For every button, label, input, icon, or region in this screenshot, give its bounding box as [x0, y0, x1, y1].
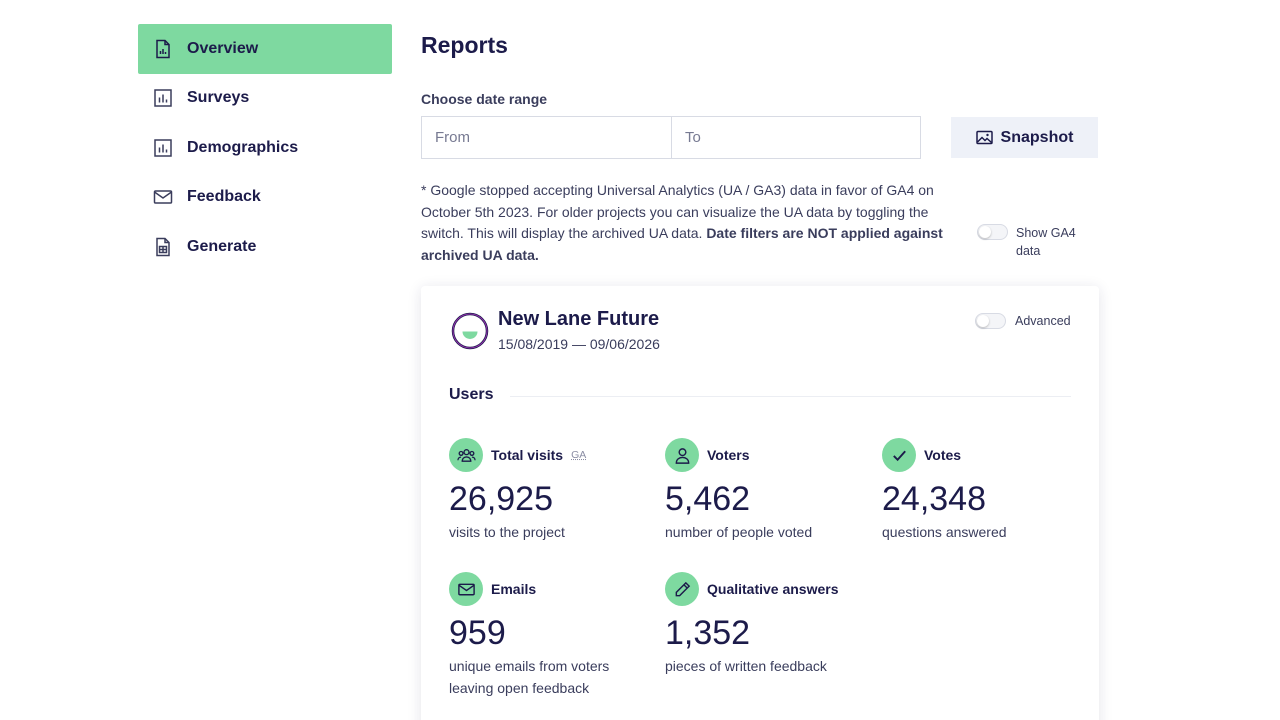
- check-icon: [882, 438, 916, 472]
- sidebar-item-overview[interactable]: Overview: [138, 24, 392, 74]
- advanced-toggle-group: Advanced: [975, 313, 1071, 329]
- show-ga4-label: Show GA4 data: [1016, 224, 1086, 260]
- sidebar-item-label: Feedback: [187, 188, 261, 206]
- date-to-input[interactable]: [671, 117, 920, 158]
- show-ga4-toggle[interactable]: [977, 224, 1008, 240]
- spreadsheet-icon: [152, 236, 174, 258]
- stat-caption: questions answered: [882, 522, 1082, 544]
- stat-value: 5,462: [665, 479, 865, 519]
- sidebar-item-label: Generate: [187, 238, 256, 256]
- mail-icon: [152, 186, 174, 208]
- ga4-toggle-group: Show GA4 data: [977, 224, 1086, 260]
- pencil-icon: [665, 572, 699, 606]
- stat-title: Qualitative answers: [707, 581, 839, 597]
- sidebar-item-surveys[interactable]: Surveys: [138, 74, 392, 124]
- stat-title: Votes: [924, 447, 961, 463]
- stat-caption: unique emails from voters leaving open f…: [449, 656, 629, 699]
- stat-value: 24,348: [882, 479, 1082, 519]
- section-divider: [510, 396, 1071, 397]
- project-card: New Lane Future 15/08/2019 — 09/06/2026 …: [421, 286, 1099, 720]
- ga-badge: GA: [571, 449, 586, 461]
- advanced-label: Advanced: [1015, 314, 1071, 328]
- users-icon: [449, 438, 483, 472]
- project-logo-icon: [451, 312, 489, 350]
- stat-caption: number of people voted: [665, 522, 865, 544]
- stat-caption: pieces of written feedback: [665, 656, 865, 678]
- bar-chart-icon: [152, 87, 174, 109]
- sidebar-item-label: Overview: [187, 40, 258, 58]
- bar-chart-icon: [152, 137, 174, 159]
- report-icon: [152, 38, 174, 60]
- mail-icon: [449, 572, 483, 606]
- project-date-range: 15/08/2019 — 09/06/2026: [498, 336, 660, 352]
- date-from-input[interactable]: [422, 117, 671, 158]
- stat-emails: Emails 959 unique emails from voters lea…: [449, 572, 649, 699]
- stat-title: Voters: [707, 447, 750, 463]
- stat-votes: Votes 24,348 questions answered: [882, 438, 1082, 544]
- sidebar-item-feedback[interactable]: Feedback: [138, 173, 392, 223]
- stat-value: 1,352: [665, 613, 865, 653]
- snapshot-label: Snapshot: [1001, 129, 1074, 147]
- advanced-toggle[interactable]: [975, 313, 1006, 329]
- stat-value: 959: [449, 613, 649, 653]
- user-icon: [665, 438, 699, 472]
- date-range-label: Choose date range: [421, 91, 547, 107]
- stat-caption: visits to the project: [449, 522, 649, 544]
- sidebar-item-label: Demographics: [187, 139, 298, 157]
- page-title: Reports: [421, 32, 508, 59]
- stat-qualitative-answers: Qualitative answers 1,352 pieces of writ…: [665, 572, 865, 678]
- stat-title: Total visits: [491, 447, 563, 463]
- project-name: New Lane Future: [498, 308, 659, 331]
- date-range-inputs: [421, 116, 921, 159]
- sidebar-item-generate[interactable]: Generate: [138, 222, 392, 272]
- stat-title: Emails: [491, 581, 536, 597]
- ga-notice: * Google stopped accepting Universal Ana…: [421, 180, 961, 266]
- sidebar: Overview Surveys Demographics Feedback G…: [138, 24, 392, 272]
- snapshot-button[interactable]: Snapshot: [951, 117, 1098, 158]
- section-title: Users: [449, 386, 493, 404]
- stat-voters: Voters 5,462 number of people voted: [665, 438, 865, 544]
- stat-total-visits: Total visits GA 26,925 visits to the pro…: [449, 438, 649, 544]
- sidebar-item-demographics[interactable]: Demographics: [138, 123, 392, 173]
- image-icon: [976, 130, 993, 145]
- sidebar-item-label: Surveys: [187, 89, 249, 107]
- stat-value: 26,925: [449, 479, 649, 519]
